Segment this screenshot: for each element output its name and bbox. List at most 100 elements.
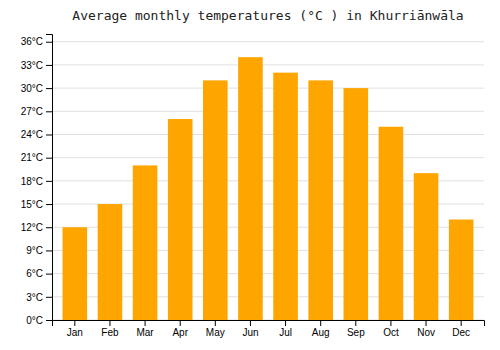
- grid-line: [52, 157, 484, 158]
- x-tick-label: Jul: [279, 327, 292, 338]
- title: Average monthly temperatures (°C ) in Kh…: [72, 8, 463, 23]
- y-tick: 12°C: [21, 222, 52, 233]
- x-tick-mark: [320, 320, 321, 326]
- bar: [344, 88, 369, 320]
- bar: [98, 204, 123, 320]
- bar: [379, 127, 404, 320]
- x-tick: Apr: [172, 320, 188, 338]
- y-tick-mark: [46, 181, 52, 182]
- y-tick: 33°C: [21, 60, 52, 71]
- grid-line: [52, 41, 484, 42]
- y-tick-label: 33°C: [21, 60, 43, 71]
- y-tick-label: 3°C: [26, 292, 43, 303]
- grid-line: [52, 134, 484, 135]
- bars: [63, 57, 474, 320]
- y-tick-label: 6°C: [26, 268, 43, 279]
- y-axis-line: [46, 35, 53, 321]
- y-tick-mark: [46, 134, 52, 135]
- x-tick: Jan: [67, 320, 83, 338]
- x-tick-mark: [461, 320, 462, 326]
- y-tick-mark: [46, 42, 52, 43]
- x-tick: Mar: [136, 320, 154, 338]
- x-tick-mark: [109, 320, 110, 326]
- x-tick-label: Oct: [383, 327, 399, 338]
- bar: [63, 227, 88, 320]
- y-tick-label: 36°C: [21, 36, 43, 47]
- bar: [449, 220, 474, 320]
- y-tick-label: 15°C: [21, 199, 43, 210]
- y-tick-mark: [46, 320, 52, 321]
- x-axis: Jan Feb Mar Apr May Jun Jul Aug Sep Oct Nov Dec: [53, 320, 485, 338]
- x-tick: May: [206, 320, 225, 338]
- chart: 0°C 3°C 6°C 9°C 12°C 15°C 18°C 21°C 24°C 27°C 30°C…: [0, 0, 500, 350]
- x-tick-mark: [390, 320, 391, 326]
- y-tick: 18°C: [21, 176, 52, 187]
- x-tick-label: Nov: [417, 327, 435, 338]
- y-tick-mark: [46, 111, 52, 112]
- x-tick: Jul: [279, 320, 292, 338]
- y-tick-label: 27°C: [21, 106, 43, 117]
- x-tick: Sep: [347, 320, 365, 338]
- x-tick-mark: [250, 320, 251, 326]
- y-tick-label: 9°C: [26, 245, 43, 256]
- y-tick: 6°C: [26, 268, 52, 279]
- x-tick-mark: [426, 320, 427, 326]
- y-tick: 3°C: [26, 292, 52, 303]
- y-axis: 0°C 3°C 6°C 9°C 12°C 15°C 18°C 21°C 24°C 27°C 30°C…: [21, 35, 53, 326]
- y-tick: 15°C: [21, 199, 52, 210]
- y-tick-label: 0°C: [26, 315, 43, 326]
- bar: [308, 80, 333, 320]
- y-tick: 21°C: [21, 152, 52, 163]
- bar: [273, 73, 298, 320]
- x-tick-mark: [285, 320, 286, 326]
- x-tick: Feb: [101, 320, 119, 338]
- x-tick-mark: [145, 320, 146, 326]
- y-tick-mark: [46, 158, 52, 159]
- y-tick: 36°C: [21, 36, 52, 47]
- y-tick-mark: [46, 274, 52, 275]
- x-tick-label: Feb: [101, 327, 119, 338]
- x-tick-mark: [355, 320, 356, 326]
- x-tick: Aug: [312, 320, 330, 338]
- y-tick-label: 30°C: [21, 83, 43, 94]
- x-tick-label: Aug: [312, 327, 330, 338]
- x-tick-label: Dec: [452, 327, 470, 338]
- y-tick-mark: [46, 204, 52, 205]
- x-tick: Dec: [452, 320, 470, 338]
- y-tick-mark: [46, 250, 52, 251]
- grid-line: [52, 88, 484, 89]
- y-tick-mark: [46, 297, 52, 298]
- y-tick: 24°C: [21, 129, 52, 140]
- y-tick-mark: [46, 227, 52, 228]
- x-tick-label: May: [206, 327, 225, 338]
- bar: [133, 165, 158, 320]
- y-tick-label: 24°C: [21, 129, 43, 140]
- x-tick: Nov: [417, 320, 435, 338]
- x-tick: Jun: [242, 320, 258, 338]
- y-tick: 0°C: [26, 315, 52, 326]
- y-tick-label: 21°C: [21, 152, 43, 163]
- x-tick-label: Jun: [242, 327, 258, 338]
- grid: [52, 42, 484, 320]
- x-tick-label: Apr: [172, 327, 188, 338]
- x-tick-label: Jan: [67, 327, 83, 338]
- y-tick: 27°C: [21, 106, 52, 117]
- grid-line: [52, 111, 484, 112]
- bar: [414, 173, 439, 320]
- x-tick-mark: [74, 320, 75, 326]
- x-tick-mark: [180, 320, 181, 326]
- x-tick: Oct: [383, 320, 399, 338]
- x-tick-label: Sep: [347, 327, 365, 338]
- bar: [238, 57, 263, 320]
- y-tick: 9°C: [26, 245, 52, 256]
- y-tick-label: 12°C: [21, 222, 43, 233]
- y-tick-mark: [46, 88, 52, 89]
- bar: [203, 80, 228, 320]
- grid-line: [52, 64, 484, 65]
- y-tick-label: 18°C: [21, 176, 43, 187]
- x-tick-mark: [215, 320, 216, 326]
- y-tick: 30°C: [21, 83, 52, 94]
- bar: [168, 119, 193, 320]
- x-axis-line: [53, 321, 485, 327]
- x-tick-label: Mar: [136, 327, 154, 338]
